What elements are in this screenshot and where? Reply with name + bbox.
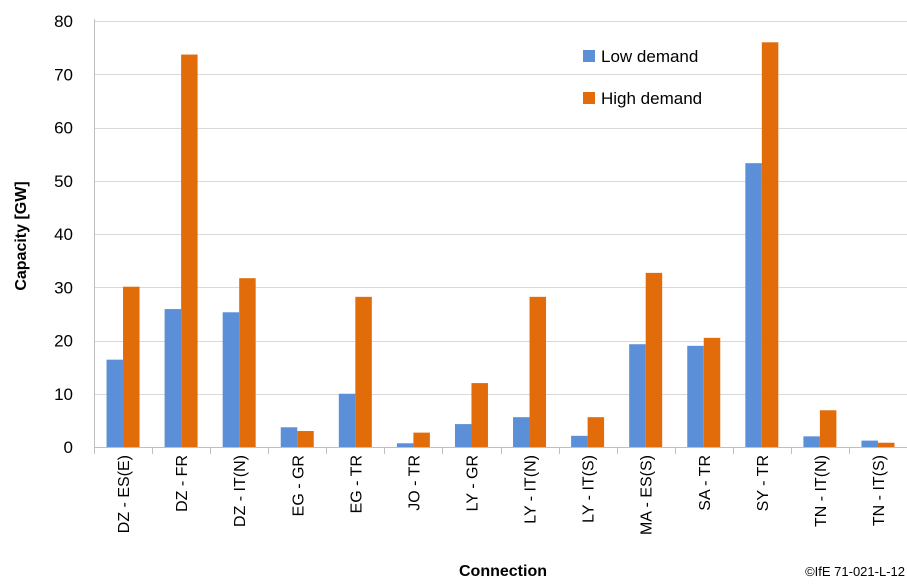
- x-tick-label: SA - TR: [697, 455, 714, 511]
- bar-low-4: [338, 393, 356, 447]
- x-tick-label: DZ - FR: [174, 455, 191, 512]
- bar-low-9: [629, 344, 646, 447]
- x-tick-label: TN - IT(N): [813, 455, 830, 527]
- bar-high-6: [471, 383, 488, 447]
- bar-low-0: [106, 359, 124, 447]
- x-tick-label: SY - TR: [755, 455, 772, 511]
- y-tick-labels: 0 10 20 30 40 50 60 70 80: [54, 12, 73, 457]
- bar-low-11: [745, 163, 762, 448]
- y-tick-label: 0: [64, 438, 73, 457]
- bar-low-2: [222, 312, 240, 447]
- bar-low-12: [803, 436, 820, 447]
- bar-high-4: [355, 296, 372, 447]
- bar-high-8: [587, 417, 605, 447]
- bar-low-10: [687, 345, 704, 447]
- x-tick-label: EG - TR: [348, 455, 365, 513]
- bar-low-5: [396, 443, 414, 447]
- bar-high-12: [819, 410, 837, 447]
- x-tick-label: LY - IT(N): [523, 455, 540, 524]
- legend: Low demand High demand: [583, 47, 702, 108]
- x-tick-label: TN - IT(S): [871, 455, 888, 526]
- x-tick-label: LY - IT(S): [581, 455, 598, 523]
- y-tick-label: 60: [54, 119, 73, 138]
- y-tick-label: 10: [54, 385, 73, 404]
- bar-low-1: [164, 309, 182, 447]
- y-tick-label: 40: [54, 225, 73, 244]
- bar-high-2: [239, 278, 256, 447]
- x-tick-label: DZ - ES(E): [116, 455, 133, 533]
- bar-high-5: [413, 432, 430, 447]
- x-axis-title: Connection: [459, 563, 547, 580]
- copyright-text: ©IfE 71-021-L-12: [805, 564, 905, 579]
- x-tick-label: DZ - IT(N): [232, 455, 249, 527]
- bar-low-3: [280, 427, 298, 447]
- bar-high-0: [123, 286, 140, 447]
- gridlines: [94, 21, 907, 395]
- bars: [106, 42, 895, 448]
- legend-label-low: Low demand: [601, 47, 698, 66]
- x-tick-label: LY - GR: [464, 455, 481, 511]
- bar-high-3: [297, 431, 314, 447]
- legend-swatch-low: [583, 50, 595, 62]
- bar-low-7: [513, 417, 530, 447]
- bar-high-13: [877, 442, 895, 447]
- bar-low-8: [571, 435, 588, 447]
- y-tick-label: 20: [54, 332, 73, 351]
- y-tick-label: 50: [54, 172, 73, 191]
- legend-swatch-high: [583, 92, 595, 104]
- legend-label-high: High demand: [601, 89, 702, 108]
- bar-high-9: [645, 272, 663, 447]
- axes: [94, 19, 907, 454]
- bar-high-11: [761, 42, 779, 448]
- x-tick-label: MA - ES(S): [639, 455, 656, 535]
- y-axis-title: Capacity [GW]: [13, 181, 30, 290]
- bar-high-7: [529, 296, 547, 447]
- bar-high-10: [703, 337, 721, 447]
- y-tick-label: 70: [54, 65, 73, 84]
- y-tick-label: 80: [54, 12, 73, 31]
- bar-high-1: [181, 54, 198, 448]
- x-tick-label: EG - GR: [290, 455, 307, 516]
- x-tick-label: JO - TR: [406, 455, 423, 511]
- bar-low-13: [861, 440, 878, 447]
- x-tick-labels: DZ - ES(E) DZ - FR DZ - IT(N) EG - GR EG - T…: [116, 455, 888, 535]
- bar-low-6: [454, 424, 472, 447]
- y-tick-label: 30: [54, 278, 73, 297]
